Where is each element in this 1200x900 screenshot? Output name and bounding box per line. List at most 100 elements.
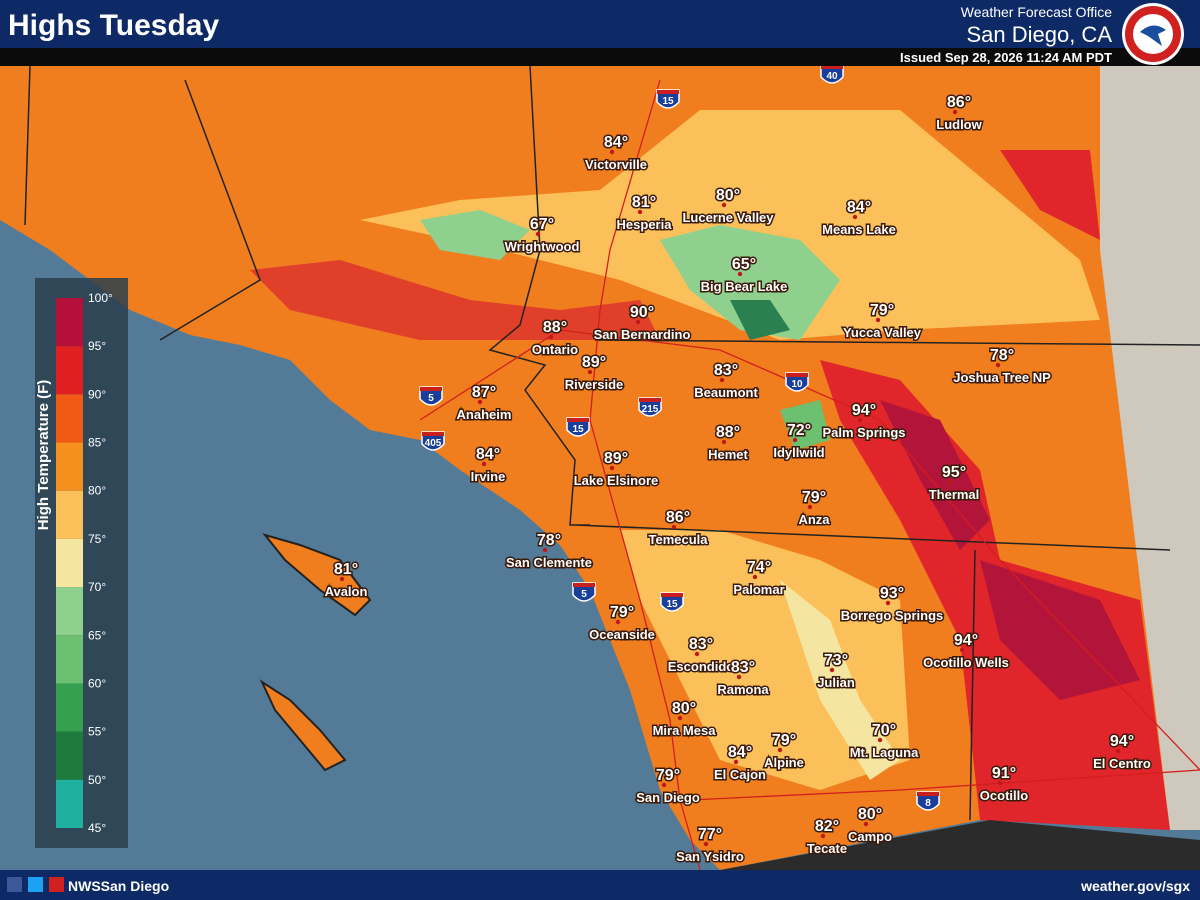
city-temp: 81° bbox=[334, 561, 358, 578]
city-temp: 84° bbox=[847, 199, 871, 216]
highway-number: 40 bbox=[826, 71, 838, 82]
city-dot bbox=[736, 674, 742, 680]
city-dot bbox=[863, 821, 869, 827]
legend-tick: 75° bbox=[88, 532, 106, 546]
city-temp: 86° bbox=[666, 509, 690, 526]
city-temp: 80° bbox=[716, 187, 740, 204]
legend-tick: 95° bbox=[88, 339, 106, 353]
highway-shield-top bbox=[661, 593, 683, 597]
highway-shield-top bbox=[786, 373, 808, 377]
cool-zone bbox=[780, 400, 830, 450]
city-dot bbox=[875, 317, 881, 323]
city-dot bbox=[481, 461, 487, 467]
city-temp: 83° bbox=[714, 362, 738, 379]
city-temp: 94° bbox=[954, 632, 978, 649]
city-dot bbox=[852, 214, 858, 220]
city-temp: 77° bbox=[698, 826, 722, 843]
basin-heat bbox=[250, 260, 660, 340]
city-name: Means Lake bbox=[822, 222, 896, 237]
highway-shield-top bbox=[639, 398, 661, 402]
desert-terrain bbox=[1100, 66, 1200, 830]
city-name: Big Bear Lake bbox=[701, 279, 788, 294]
office: Weather Forecast Office bbox=[961, 4, 1112, 20]
city-temp: 78° bbox=[537, 532, 561, 549]
legend-band bbox=[56, 538, 83, 588]
legend-band bbox=[56, 779, 83, 828]
city-name: Anaheim bbox=[457, 407, 512, 422]
city-name: Avalon bbox=[325, 584, 368, 599]
city-temp: 94° bbox=[1110, 733, 1134, 750]
city-dot bbox=[719, 377, 725, 383]
city-temp: 79° bbox=[772, 732, 796, 749]
city-dot bbox=[947, 479, 953, 485]
highway-shield bbox=[820, 64, 844, 84]
cool-zone bbox=[660, 225, 840, 340]
highway-shield bbox=[916, 791, 940, 811]
city-name: San Bernardino bbox=[594, 327, 691, 342]
city-name: El Centro bbox=[1093, 756, 1151, 771]
city-name: Borrego Springs bbox=[841, 608, 944, 623]
city-temp: 88° bbox=[716, 424, 740, 441]
legend-tick: 45° bbox=[88, 821, 106, 835]
city-dot bbox=[477, 399, 483, 405]
cool-ridge bbox=[780, 580, 900, 780]
legend-tick: 60° bbox=[88, 676, 106, 690]
legend-tick: 70° bbox=[88, 580, 106, 594]
city-name: Mt. Laguna bbox=[850, 745, 919, 760]
city-dot bbox=[637, 209, 643, 215]
highway-shield bbox=[785, 372, 809, 392]
city-name: Temecula bbox=[648, 532, 708, 547]
city-name: San Clemente bbox=[506, 555, 592, 570]
legend-tick: 65° bbox=[88, 628, 106, 642]
legend-band bbox=[56, 490, 83, 539]
city-name: Idyllwild bbox=[773, 445, 824, 460]
header-strip bbox=[0, 48, 1200, 66]
city-name: Anza bbox=[798, 512, 830, 527]
city-name: Thermal bbox=[929, 487, 980, 502]
city-name: San Diego bbox=[636, 790, 700, 805]
facebook-icon bbox=[7, 877, 22, 892]
city-name: Lake Elsinore bbox=[574, 473, 659, 488]
city-name: Campo bbox=[848, 829, 892, 844]
city-dot bbox=[587, 369, 593, 375]
city-temp: 83° bbox=[731, 659, 755, 676]
highway-shield bbox=[660, 592, 684, 612]
city-dot bbox=[615, 619, 621, 625]
city-dot bbox=[635, 319, 641, 325]
city-temp: 70° bbox=[872, 722, 896, 739]
city-dot bbox=[339, 576, 345, 582]
highway-shield bbox=[572, 582, 596, 602]
city-dot bbox=[777, 747, 783, 753]
city-temp: 84° bbox=[604, 134, 628, 151]
highway-number: 15 bbox=[662, 96, 674, 107]
city-temp: 79° bbox=[802, 489, 826, 506]
highway-number: 10 bbox=[791, 379, 803, 390]
city-dot bbox=[752, 574, 758, 580]
highway-number: 405 bbox=[425, 438, 442, 449]
highway-shield-top bbox=[573, 583, 595, 587]
legend-band bbox=[56, 587, 83, 636]
legend-tick: 90° bbox=[88, 387, 106, 401]
highway-number: 8 bbox=[925, 798, 931, 809]
header-bar bbox=[0, 0, 1200, 48]
city-temp: 94° bbox=[852, 402, 876, 419]
city-temp: 73° bbox=[824, 652, 848, 669]
city-temp: 95° bbox=[942, 464, 966, 481]
city-temp: 87° bbox=[472, 384, 496, 401]
city-name: Palm Springs bbox=[822, 425, 905, 440]
nws-logo bbox=[1122, 3, 1184, 65]
hottest-zone bbox=[880, 400, 1140, 700]
city-dot bbox=[959, 647, 965, 653]
city-name: Victorville bbox=[585, 157, 647, 172]
city-name: El Cajon bbox=[714, 767, 766, 782]
city-temp: 83° bbox=[689, 636, 713, 653]
legend-band bbox=[56, 394, 83, 443]
city-name: Alpine bbox=[764, 755, 804, 770]
city-dot bbox=[857, 417, 863, 423]
city-temp: 89° bbox=[604, 450, 628, 467]
highway-shield-top bbox=[657, 90, 679, 94]
city-name: Beaumont bbox=[694, 385, 758, 400]
social-handle: NWSSan Diego bbox=[68, 878, 169, 894]
